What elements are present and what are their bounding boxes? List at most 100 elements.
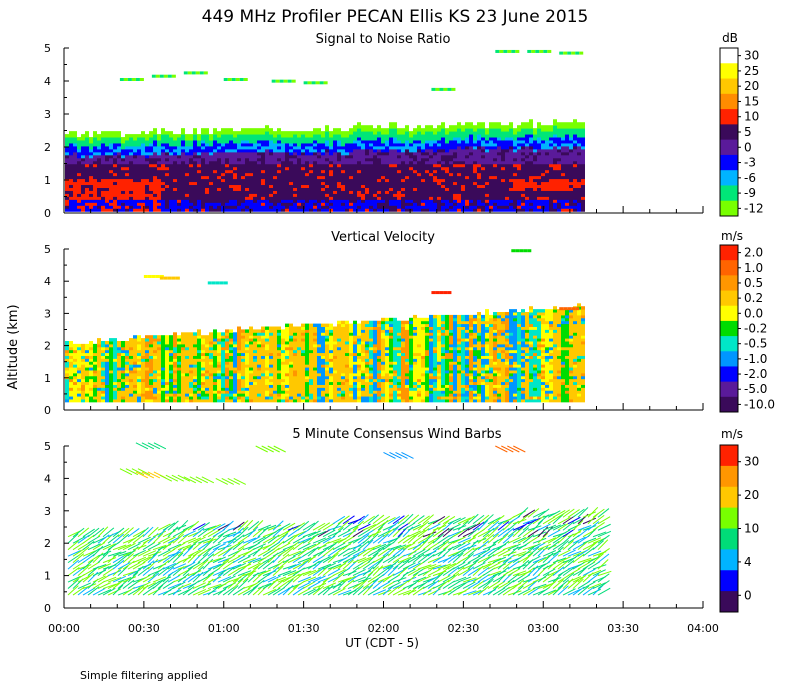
snr-cell: [561, 140, 565, 144]
snr-cell: [441, 128, 445, 132]
vv-cell: [145, 375, 149, 380]
snr-cell: [269, 208, 273, 212]
snr-cell: [297, 205, 301, 209]
vv-cell: [85, 375, 89, 380]
snr-cell: [85, 193, 89, 197]
snr-cell: [345, 151, 349, 156]
vv-cell: [257, 381, 261, 385]
vv-cell: [197, 340, 201, 345]
snr-cell: [121, 190, 125, 194]
vv-cell: [113, 338, 117, 342]
vv-cell: [81, 352, 85, 356]
snr-cell: [157, 140, 161, 144]
vv-cell: [205, 358, 209, 362]
vv-cell: [257, 396, 261, 400]
snr-cell: [141, 140, 145, 144]
snr-cell: [145, 193, 149, 197]
vv-cell: [121, 378, 125, 383]
snr-cell: [393, 160, 397, 165]
snr-cell: [521, 184, 525, 188]
vv-cell: [257, 349, 261, 354]
snr-cell: [537, 125, 541, 129]
vv-cell: [265, 375, 269, 380]
snr-cell: [277, 128, 281, 132]
snr-cell: [569, 169, 573, 174]
snr-cell: [121, 181, 125, 186]
snr-cell: [425, 172, 429, 177]
snr-cell: [477, 172, 481, 177]
snr-cell: [381, 131, 385, 135]
snr-cell: [425, 131, 429, 135]
snr-cell: [449, 145, 453, 150]
snr-cell: [341, 157, 345, 162]
snr-cell: [393, 181, 397, 186]
snr-cell: [397, 172, 401, 177]
snr-cell: [245, 178, 249, 183]
snr-cell: [485, 160, 489, 165]
snr-cell: [425, 148, 429, 153]
snr-cell: [329, 148, 333, 153]
vv-cell: [141, 378, 145, 383]
vv-cell: [241, 387, 245, 391]
snr-cell: [261, 134, 265, 138]
vv-cell: [101, 369, 105, 374]
snr-cell: [573, 193, 577, 197]
snr-cell: [145, 134, 149, 138]
snr-cell: [325, 196, 329, 200]
snr-cell: [337, 154, 341, 159]
snr-cell: [381, 140, 385, 144]
snr-cell: [333, 208, 337, 212]
snr-cell: [489, 157, 493, 162]
vv-cell: [225, 369, 229, 374]
snr-cell: [441, 143, 445, 147]
vv-cell: [233, 340, 237, 345]
snr-cell: [353, 145, 357, 150]
snr-cell: [537, 184, 541, 188]
vv-cell: [137, 340, 141, 345]
snr-cell: [529, 181, 533, 186]
snr-cell: [477, 128, 481, 132]
vv-cell: [201, 364, 205, 368]
vv-cell: [113, 358, 117, 362]
snr-cell: [301, 190, 305, 194]
snr-cell: [421, 128, 425, 132]
vv-cell: [261, 349, 265, 354]
snr-cell: [353, 169, 357, 174]
snr-cell: [225, 151, 229, 156]
snr-cell: [449, 125, 453, 129]
snr-cell: [281, 199, 285, 203]
vv-cell: [221, 367, 225, 371]
vv-cell: [149, 355, 153, 359]
snr-cell: [213, 202, 217, 206]
snr-cell: [153, 128, 157, 132]
snr-cell: [297, 145, 301, 150]
vv-cell: [189, 398, 193, 403]
snr-cell: [329, 145, 333, 150]
vv-cell: [185, 343, 189, 348]
snr-cell: [497, 128, 501, 132]
vv-cell: [157, 355, 161, 359]
snr-cell: [89, 137, 93, 141]
vv-cell: [153, 352, 157, 356]
vv-cell: [249, 396, 253, 400]
snr-cell: [437, 134, 441, 138]
snr-cell: [409, 172, 413, 177]
snr-cell: [413, 172, 417, 177]
snr-cell: [381, 190, 385, 194]
snr-cell: [157, 160, 161, 165]
snr-cell: [349, 208, 353, 212]
vv-cell: [141, 349, 145, 354]
snr-cell: [177, 175, 181, 180]
vv-cell: [249, 390, 253, 394]
snr-cell: [501, 169, 505, 174]
vv-cell: [141, 355, 145, 359]
vv-cell: [85, 343, 89, 348]
snr-cell: [81, 193, 85, 197]
snr-cell: [73, 154, 77, 159]
snr-cell: [329, 151, 333, 156]
snr-cell: [161, 145, 165, 150]
snr-cell: [337, 166, 341, 171]
snr-cell: [141, 184, 145, 188]
snr-cell: [165, 187, 169, 191]
snr-cell: [217, 131, 221, 135]
